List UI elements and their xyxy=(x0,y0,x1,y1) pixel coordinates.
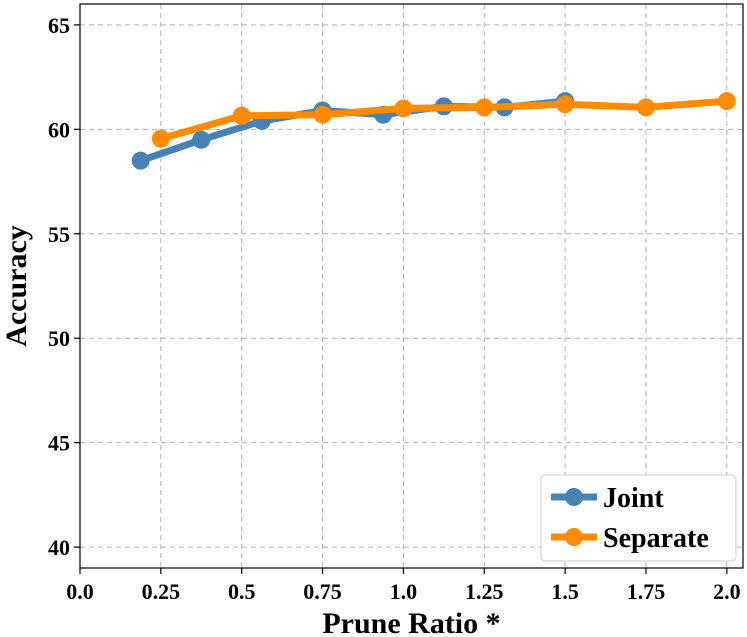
y-tick-label: 60 xyxy=(48,117,70,142)
series-layer xyxy=(131,92,736,170)
x-tick-label: 2.0 xyxy=(713,579,741,604)
y-tick-label: 40 xyxy=(48,535,70,560)
legend-label-joint: Joint xyxy=(603,483,664,514)
x-tick-label: 0.75 xyxy=(303,579,342,604)
series-line-separate xyxy=(157,97,731,143)
y-tick-label: 50 xyxy=(48,326,70,351)
plot-frame xyxy=(79,3,744,569)
data-point-separate xyxy=(475,98,494,117)
data-point-joint xyxy=(131,151,150,170)
data-point-separate xyxy=(636,98,655,117)
data-point-joint xyxy=(192,130,211,149)
legend-items: Joint Separate xyxy=(551,483,709,554)
legend-swatch-marker-joint xyxy=(565,488,583,506)
y-axis-ticks: 40 45 50 55 60 65 xyxy=(48,13,80,560)
legend-label-separate: Separate xyxy=(603,523,709,554)
x-tick-label: 0.0 xyxy=(66,579,94,604)
y-axis-title: Accuracy xyxy=(0,225,33,347)
grid xyxy=(79,4,743,568)
data-point-separate xyxy=(232,106,251,125)
y-tick-label: 55 xyxy=(48,222,70,247)
data-point-separate xyxy=(556,95,575,114)
x-tick-label: 1.25 xyxy=(465,579,504,604)
x-axis-ticks: 0.0 0.25 0.5 0.75 1.0 1.25 1.5 1.75 2.0 xyxy=(66,568,741,604)
x-tick-label: 0.25 xyxy=(142,579,181,604)
y-tick-label: 45 xyxy=(48,431,70,456)
x-tick-label: 1.75 xyxy=(627,579,666,604)
data-point-separate xyxy=(313,105,332,124)
legend: Joint Separate xyxy=(540,474,737,562)
x-tick-label: 1.5 xyxy=(551,579,579,604)
legend-swatch-marker-separate xyxy=(565,528,583,546)
x-tick-label: 1.0 xyxy=(390,579,418,604)
data-point-separate xyxy=(394,99,413,118)
data-point-separate xyxy=(717,92,736,111)
data-point-separate xyxy=(151,129,170,148)
y-tick-label: 65 xyxy=(48,13,70,38)
x-axis-title: Prune Ratio * xyxy=(322,607,500,637)
x-tick-label: 0.5 xyxy=(228,579,256,604)
